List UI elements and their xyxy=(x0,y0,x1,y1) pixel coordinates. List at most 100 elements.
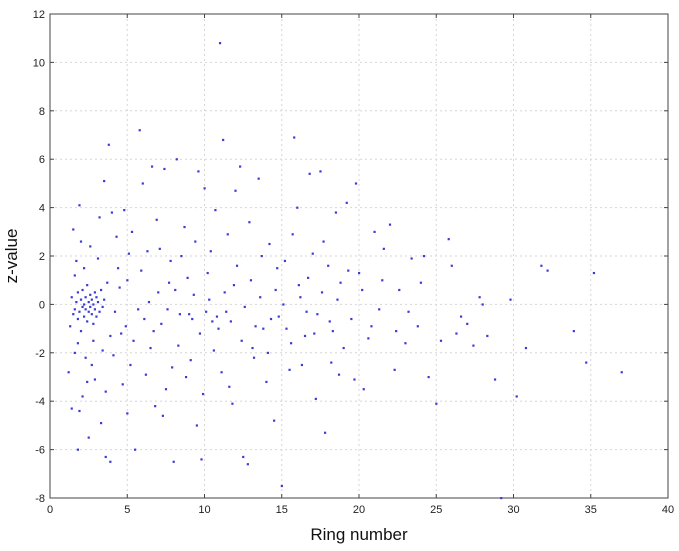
data-point xyxy=(215,315,219,318)
data-point xyxy=(90,298,93,301)
data-point xyxy=(239,165,242,168)
data-point xyxy=(373,230,376,233)
x-tick-label: 15 xyxy=(276,504,288,516)
data-point xyxy=(163,167,166,171)
data-point xyxy=(191,317,194,321)
data-point xyxy=(82,315,86,318)
data-point xyxy=(395,330,398,333)
data-point xyxy=(99,288,103,292)
x-tick-label: 35 xyxy=(585,504,597,516)
data-point xyxy=(70,296,73,299)
data-point xyxy=(223,291,226,294)
data-point xyxy=(184,376,188,379)
data-point xyxy=(345,201,348,204)
data-point xyxy=(90,313,93,316)
y-tick-label: 2 xyxy=(39,251,45,263)
data-point xyxy=(138,129,141,132)
data-point xyxy=(305,310,308,313)
data-point xyxy=(515,395,518,398)
data-point xyxy=(101,349,104,352)
x-tick-label: 40 xyxy=(662,504,674,516)
data-point xyxy=(73,308,76,311)
data-point xyxy=(157,291,160,294)
data-point xyxy=(93,308,97,311)
data-point xyxy=(252,356,256,359)
data-point xyxy=(76,291,80,294)
data-point xyxy=(293,136,296,139)
data-point xyxy=(585,361,588,364)
data-point xyxy=(209,250,212,253)
data-point xyxy=(393,368,396,371)
data-point xyxy=(350,317,353,321)
data-point xyxy=(92,339,95,342)
data-point xyxy=(226,233,229,236)
data-point xyxy=(98,216,101,219)
data-point xyxy=(143,317,146,321)
data-point xyxy=(197,170,200,173)
data-point xyxy=(158,247,161,250)
data-point xyxy=(342,346,345,350)
data-point xyxy=(84,356,87,359)
x-tick-label: 10 xyxy=(198,504,210,516)
data-point xyxy=(73,351,76,354)
data-point xyxy=(180,255,183,258)
data-point xyxy=(79,330,83,333)
data-point xyxy=(225,310,228,313)
data-point xyxy=(103,298,106,301)
data-point xyxy=(288,368,291,371)
data-point xyxy=(112,354,115,357)
data-point xyxy=(246,463,249,466)
data-point xyxy=(198,332,202,335)
data-point xyxy=(211,320,214,323)
data-point xyxy=(89,305,92,309)
data-point xyxy=(81,395,84,398)
data-point xyxy=(303,334,307,338)
data-point xyxy=(257,177,260,180)
data-point xyxy=(214,209,217,212)
data-point xyxy=(178,313,181,316)
data-point xyxy=(149,346,152,350)
data-point xyxy=(481,303,484,306)
data-point xyxy=(75,300,78,304)
data-point xyxy=(132,339,135,342)
data-point xyxy=(299,296,302,299)
data-point xyxy=(447,238,450,241)
data-point xyxy=(126,279,129,282)
data-point xyxy=(78,310,81,313)
data-point xyxy=(171,366,174,369)
data-point xyxy=(370,325,373,328)
data-point xyxy=(72,313,75,316)
data-point xyxy=(297,284,300,287)
data-point xyxy=(92,322,95,325)
data-point xyxy=(388,223,392,226)
data-point xyxy=(459,315,463,318)
data-point xyxy=(76,448,80,451)
data-point xyxy=(486,334,489,338)
data-point xyxy=(164,388,168,391)
data-point xyxy=(189,359,192,362)
data-point xyxy=(106,281,109,284)
data-point xyxy=(251,346,254,350)
data-point xyxy=(466,322,469,325)
data-point xyxy=(87,310,90,313)
data-point xyxy=(76,342,80,345)
data-point xyxy=(416,325,419,328)
data-point xyxy=(378,308,381,311)
data-point xyxy=(435,402,438,405)
data-point xyxy=(95,296,98,299)
data-point xyxy=(126,412,129,415)
y-tick-label: -6 xyxy=(35,445,45,457)
data-point xyxy=(546,269,549,272)
data-point xyxy=(141,182,144,185)
data-point xyxy=(493,378,497,381)
data-point xyxy=(266,351,270,354)
data-point xyxy=(439,339,443,342)
data-point xyxy=(205,310,208,313)
data-point xyxy=(300,363,304,367)
x-tick-label: 25 xyxy=(430,504,442,516)
data-point xyxy=(262,327,265,330)
data-point xyxy=(268,242,271,246)
data-point xyxy=(242,455,245,459)
data-point xyxy=(273,419,276,422)
data-point xyxy=(220,371,223,374)
